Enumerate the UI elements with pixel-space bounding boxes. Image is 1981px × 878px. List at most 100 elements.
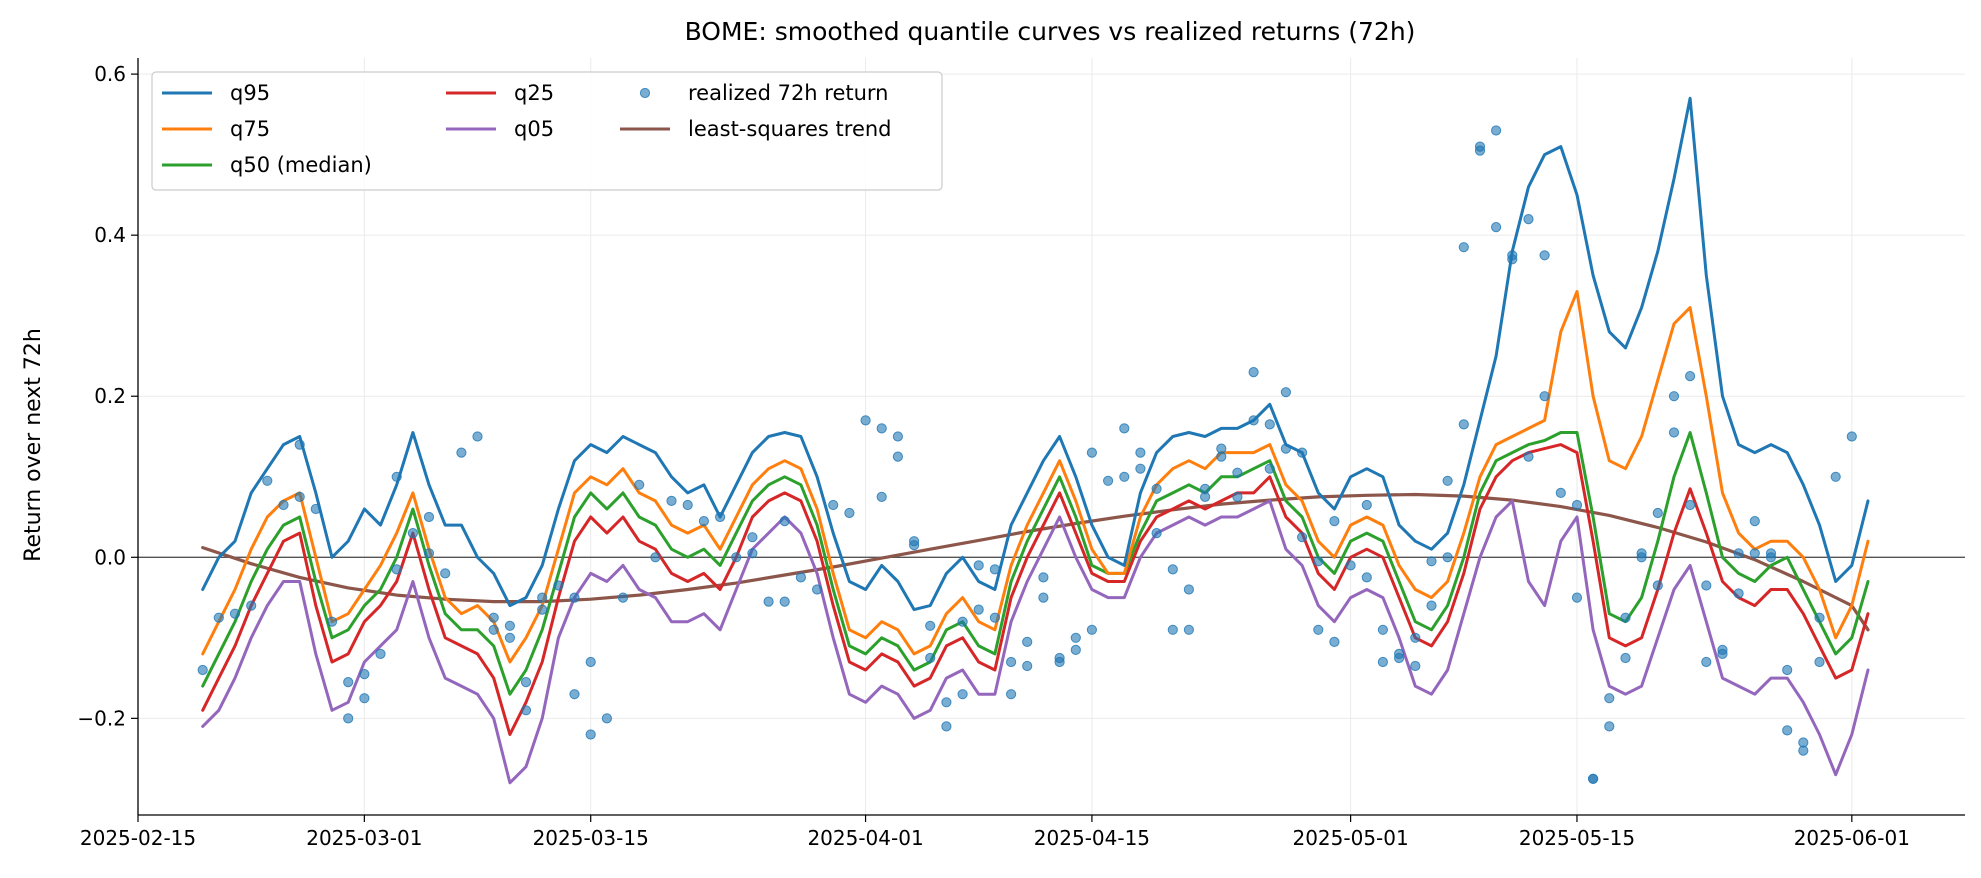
realized-point: [941, 721, 952, 732]
realized-point: [1103, 475, 1114, 486]
realized-point: [423, 548, 435, 559]
realized-point: [666, 495, 677, 506]
realized-point: [1119, 471, 1130, 482]
realized-point: [779, 596, 790, 607]
realized-point: [1749, 516, 1760, 527]
realized-point: [1151, 528, 1162, 539]
realized-point: [1377, 624, 1389, 635]
realized-point: [925, 652, 936, 664]
realized-point: [1006, 656, 1017, 668]
realized-point: [650, 552, 661, 563]
realized-point: [1636, 552, 1647, 563]
x-tick-label: 2025-05-15: [1519, 826, 1635, 850]
series-line-trend: [201, 492, 1870, 632]
realized-point: [698, 516, 710, 527]
realized-point: [1523, 214, 1534, 225]
realized-point: [617, 592, 629, 603]
realized-point: [909, 540, 920, 551]
realized-point: [1329, 516, 1340, 527]
realized-point: [472, 431, 483, 442]
realized-point: [1604, 693, 1615, 704]
x-tick-label: 2025-04-01: [807, 826, 923, 850]
realized-point: [1119, 423, 1130, 434]
realized-point: [1394, 648, 1405, 660]
series-line-q25: [201, 443, 1870, 736]
realized-point: [262, 475, 273, 486]
legend-label-q95: q95: [230, 81, 270, 105]
realized-point: [1491, 125, 1502, 136]
realized-point: [1798, 737, 1809, 748]
realized-point: [488, 624, 499, 635]
realized-point: [1377, 656, 1389, 668]
realized-point: [989, 612, 1001, 623]
realized-point: [1539, 250, 1550, 261]
realized-point: [1022, 636, 1033, 648]
realized-point: [1151, 483, 1162, 494]
realized-point: [456, 447, 467, 458]
realized-point: [731, 552, 742, 563]
realized-point: [569, 592, 580, 603]
realized-point: [343, 713, 354, 724]
realized-point: [407, 528, 418, 539]
legend-swatch-realized: [639, 87, 651, 99]
realized-point: [1685, 499, 1696, 511]
realized-point: [229, 608, 241, 619]
realized-point: [310, 503, 321, 515]
realized-point: [892, 431, 904, 442]
realized-point: [1668, 427, 1680, 438]
axes: [137, 58, 1965, 816]
series-line-q75: [201, 290, 1870, 664]
legend-label-trend: least-squares trend: [688, 117, 892, 141]
realized-point: [1216, 451, 1227, 462]
realized-point: [844, 507, 855, 519]
realized-point: [1054, 652, 1065, 664]
realized-point: [197, 664, 208, 676]
realized-point: [504, 620, 515, 631]
realized-point: [1006, 689, 1017, 700]
realized-point: [747, 548, 758, 559]
realized-point: [941, 697, 952, 708]
legend-label-q50: q50 (median): [230, 153, 372, 177]
tick-labels: 2025-02-15 2025-03-01 2025-03-15 2025-04-01…: [77, 62, 1910, 850]
realized-point: [747, 532, 758, 543]
realized-point: [1814, 656, 1825, 668]
legend-label-q25: q25: [514, 81, 554, 105]
realized-point: [1814, 612, 1825, 623]
realized-point: [1280, 387, 1292, 398]
realized-point: [585, 729, 596, 740]
realized-point: [1588, 773, 1599, 784]
realized-point: [1846, 431, 1857, 442]
realized-point: [1782, 664, 1793, 676]
realized-point: [1313, 624, 1324, 635]
realized-point: [1038, 572, 1049, 583]
y-tick-label: −0.2: [77, 706, 126, 730]
y-tick-label: 0.4: [94, 223, 126, 247]
realized-point: [359, 669, 370, 680]
realized-point: [715, 511, 726, 523]
legend-box: [151, 71, 943, 191]
realized-point: [278, 499, 289, 511]
realized-point: [1620, 652, 1631, 664]
realized-point: [1604, 721, 1615, 732]
realized-point: [1264, 463, 1275, 474]
realized-point: [795, 572, 807, 583]
realized-point: [585, 656, 596, 668]
realized-point: [246, 600, 257, 611]
realized-point: [553, 580, 564, 591]
realized-point: [391, 471, 402, 482]
realized-point: [1135, 463, 1146, 474]
realized-point: [989, 564, 1001, 575]
x-tick-label: 2025-03-01: [306, 826, 422, 850]
realized-point: [1507, 250, 1518, 261]
y-axis-title: Return over next 72h: [21, 328, 46, 562]
realized-point: [682, 499, 693, 511]
realized-point: [326, 616, 338, 627]
realized-point: [1361, 572, 1372, 583]
realized-point: [1313, 556, 1324, 567]
x-tick-label: 2025-03-15: [533, 826, 649, 850]
chart-title: BOME: smoothed quantile curves vs realiz…: [685, 17, 1416, 46]
realized-point: [1232, 491, 1243, 502]
realized-point: [537, 592, 548, 603]
realized-point: [1458, 419, 1469, 430]
